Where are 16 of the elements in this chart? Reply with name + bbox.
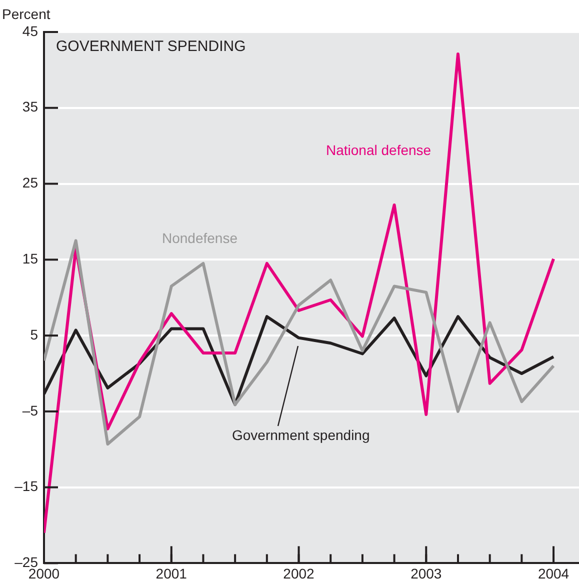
x-tick-label: 2002 [283, 565, 315, 582]
series-label: Nondefense [162, 230, 238, 246]
y-tick-label: 25 [22, 174, 38, 191]
y-tick-label: 35 [22, 98, 38, 115]
y-tick-label: 45 [22, 22, 38, 39]
x-tick-label: 2001 [156, 565, 188, 582]
chart-title: GOVERNMENT SPENDING [56, 38, 246, 55]
series-label: Government spending [232, 427, 370, 443]
y-axis-title: Percent [2, 6, 50, 22]
x-tick-label: 2004 [538, 565, 570, 582]
y-tick-label: 15 [22, 250, 38, 267]
y-tick-label: 5 [30, 326, 38, 342]
series-label: National defense [326, 142, 432, 158]
y-tick-label: –5 [22, 402, 38, 418]
x-tick-label: 2003 [410, 565, 442, 582]
y-tick-label: –15 [14, 478, 38, 494]
